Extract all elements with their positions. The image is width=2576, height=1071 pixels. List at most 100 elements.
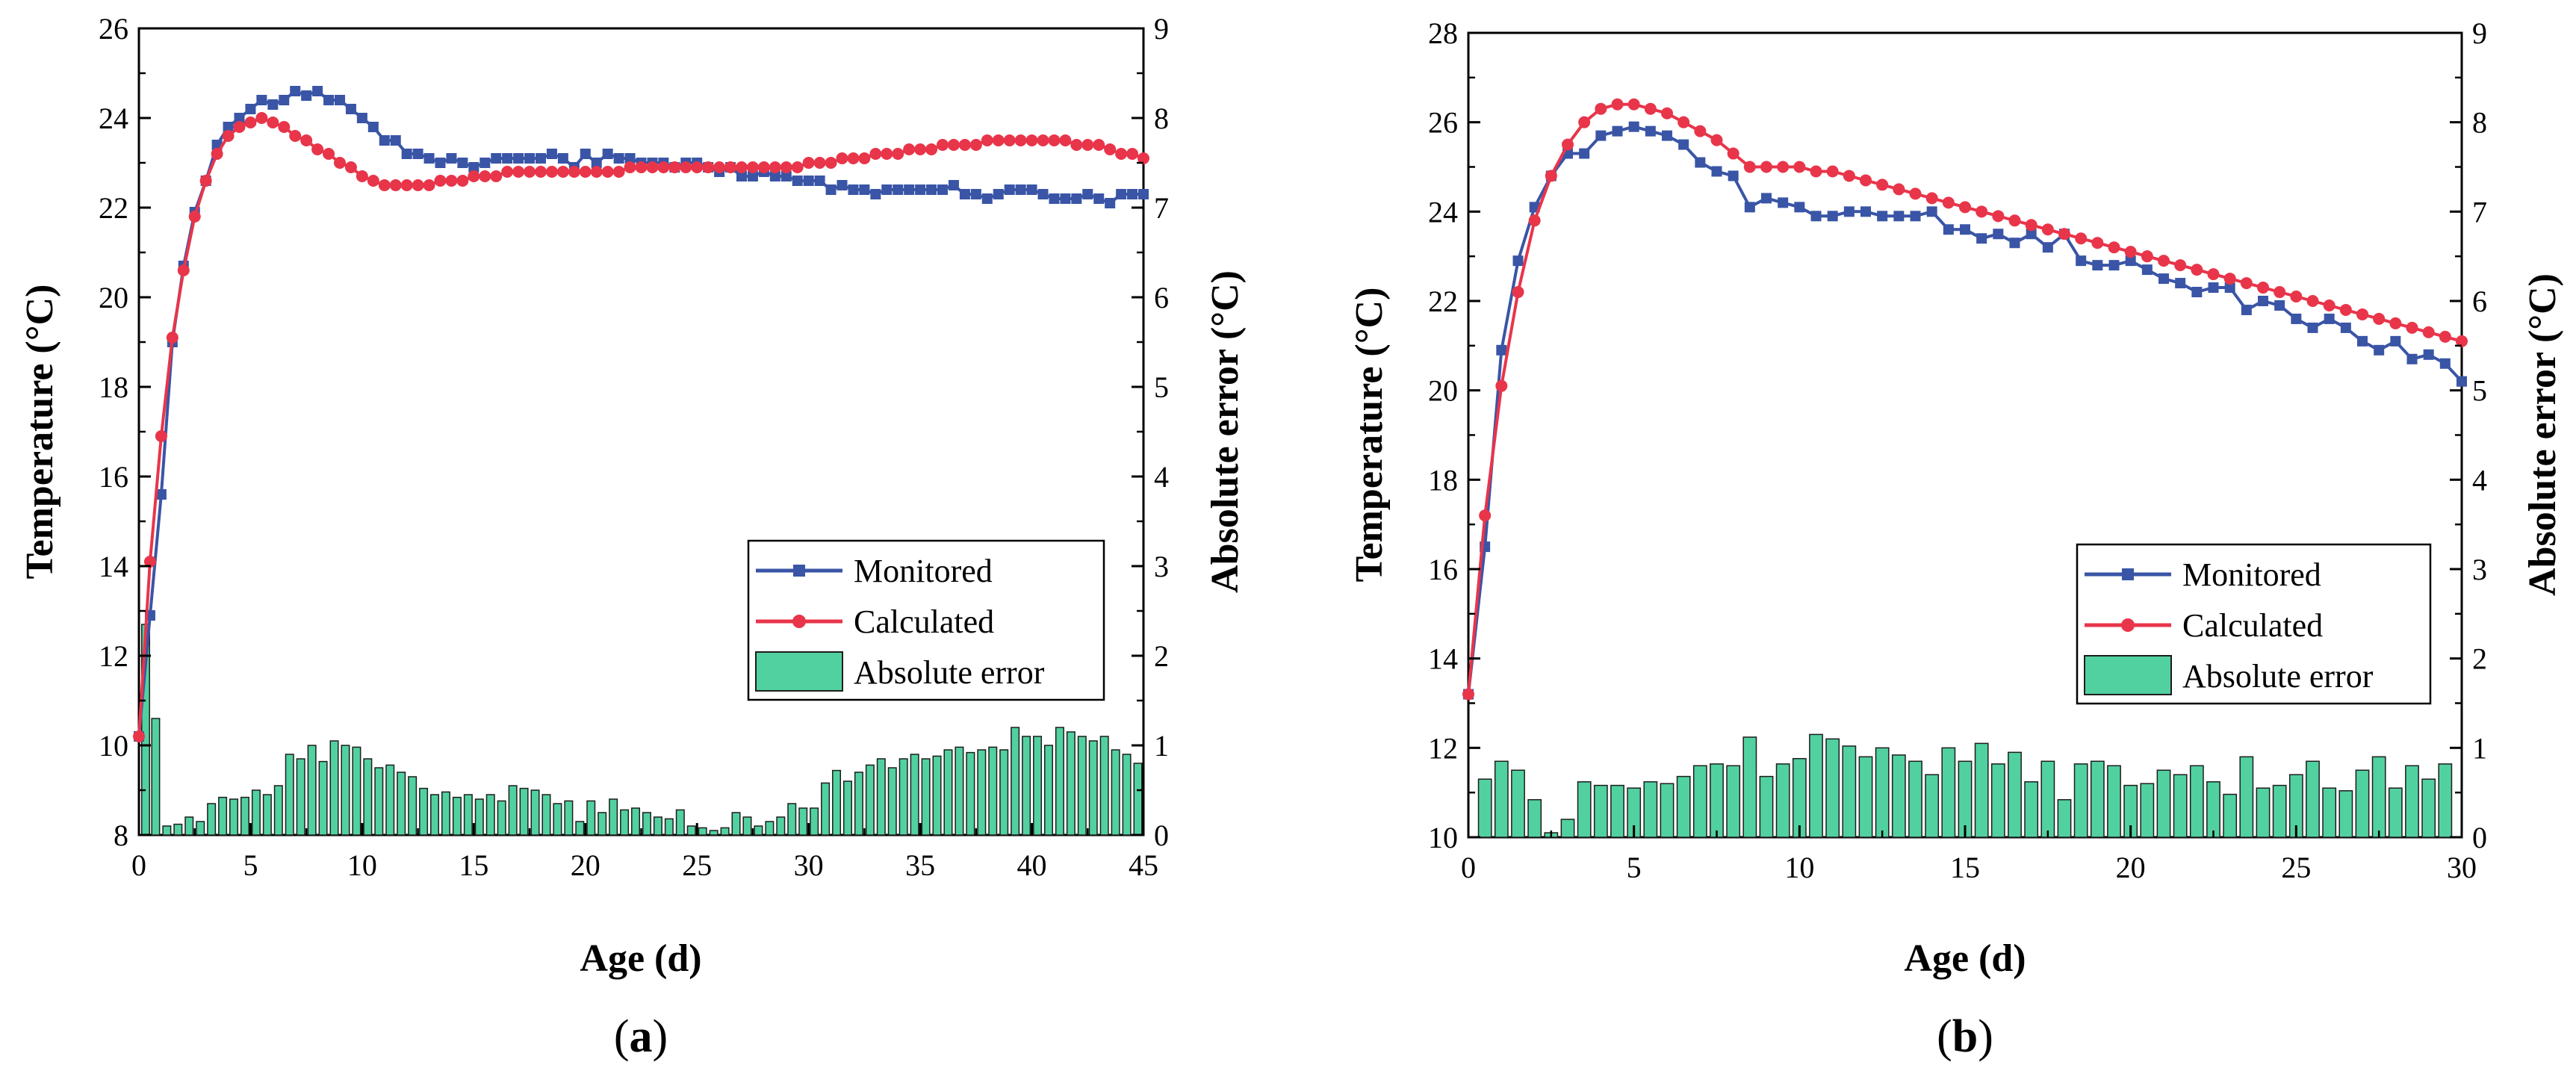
y2-tick-label: 8: [1154, 102, 1169, 135]
calculated-point: [1694, 125, 1707, 137]
calculated-point: [556, 166, 569, 178]
error-bar: [1742, 736, 1757, 838]
calculated-point: [1595, 102, 1607, 115]
error-bar: [966, 751, 975, 836]
error-bar: [1111, 749, 1120, 836]
x-tick-label: 10: [1784, 851, 1814, 884]
calculated-point: [568, 166, 580, 178]
x-axis-label: Age (d): [580, 937, 701, 980]
error-bar: [419, 787, 429, 836]
calculated-point: [1126, 148, 1139, 160]
error-bar: [2156, 769, 2171, 838]
calculated-point: [657, 161, 670, 173]
y2-tick-label: 2: [1154, 639, 1169, 673]
plot-frame: [1467, 31, 2463, 839]
plot-frame: [137, 27, 1145, 836]
y-tick-label: 12: [99, 639, 128, 673]
calculated-point: [490, 170, 503, 182]
error-bar: [854, 772, 863, 836]
monitored-point: [2208, 282, 2219, 294]
monitored-point: [1827, 211, 1838, 222]
error-bar: [273, 785, 283, 836]
error-bar: [1941, 747, 1956, 838]
error-bar: [798, 807, 808, 836]
error-bar: [530, 789, 540, 836]
calculated-point: [2174, 259, 2187, 272]
monitored-point: [401, 149, 412, 159]
legend-calculated-marker: [792, 615, 806, 628]
y-tick-label: 18: [1428, 463, 1458, 497]
calculated-point: [937, 139, 949, 151]
y-tick-label: 28: [1428, 16, 1458, 50]
error-bar: [977, 749, 987, 836]
error-bar: [810, 807, 819, 836]
error-bar: [1593, 784, 1608, 838]
legend-calculated-label: Calculated: [2182, 607, 2323, 644]
error-bar: [2239, 756, 2254, 838]
error-bar: [1925, 774, 1940, 838]
error-bar: [1610, 784, 1624, 838]
error-bar: [2355, 769, 2370, 838]
calculated-point: [1495, 379, 1508, 392]
calculated-point: [1777, 161, 1790, 173]
error-bar: [441, 791, 450, 836]
monitored-point: [1778, 197, 1789, 208]
y-tick-label: 22: [1428, 285, 1458, 318]
series-lines: [133, 86, 1149, 742]
calculated-point: [400, 179, 413, 191]
calculated-point: [992, 134, 1005, 146]
monitored-point: [1116, 189, 1127, 199]
calculated-point: [1115, 148, 1128, 160]
x-tick-label: 45: [1129, 848, 1158, 882]
calculated-point: [969, 139, 982, 151]
legend-calculated-marker: [2121, 618, 2135, 632]
monitored-point: [948, 180, 959, 190]
y-tick-label: 24: [99, 102, 128, 135]
error-bar: [196, 821, 205, 836]
legend: Monitored Calculated Absolute error: [2076, 543, 2432, 705]
error-bar: [955, 746, 964, 836]
monitored-point: [1004, 184, 1015, 195]
calculated-point: [143, 556, 156, 568]
calculated-point: [1677, 116, 1690, 128]
panel-caption: (a): [614, 1011, 668, 1062]
error-bar: [2189, 765, 2204, 838]
error-bar: [999, 749, 1009, 836]
error-bar: [842, 780, 852, 836]
calculated-point: [545, 166, 558, 178]
calculated-point: [1743, 161, 1756, 173]
error-bar: [352, 746, 361, 836]
monitored-point: [613, 153, 624, 164]
error-bar: [408, 776, 418, 836]
calculated-point: [702, 161, 715, 173]
error-bar: [709, 830, 719, 836]
y2-tick-label: 3: [1154, 550, 1169, 583]
y-axis-label: Temperature (°C): [1348, 288, 1391, 583]
monitored-point: [747, 171, 758, 181]
calculated-point: [188, 211, 201, 223]
error-bar: [2421, 778, 2436, 838]
error-bar: [1560, 819, 1575, 838]
calculated-point: [434, 175, 447, 187]
monitored-point: [1595, 130, 1607, 141]
error-bar: [899, 758, 908, 836]
y2-tick-label: 4: [1154, 460, 1169, 494]
monitored-point: [2076, 255, 2087, 267]
monitored-point: [915, 184, 926, 195]
error-bar: [519, 787, 529, 836]
error-bar: [776, 816, 786, 836]
calculated-point: [199, 175, 212, 187]
monitored-point: [2423, 349, 2434, 360]
error-bar: [240, 796, 249, 836]
calculated-point: [958, 139, 971, 151]
error-bar: [307, 745, 317, 836]
monitored-point: [2241, 304, 2252, 315]
monitored-point: [1127, 189, 1138, 199]
error-bar: [1022, 736, 1031, 836]
calculated-point: [791, 161, 804, 173]
error-bar: [1990, 763, 2005, 838]
calculated-point: [244, 117, 257, 128]
error-bar: [541, 794, 551, 836]
calculated-point: [1070, 139, 1083, 151]
error-bar: [2206, 781, 2220, 838]
